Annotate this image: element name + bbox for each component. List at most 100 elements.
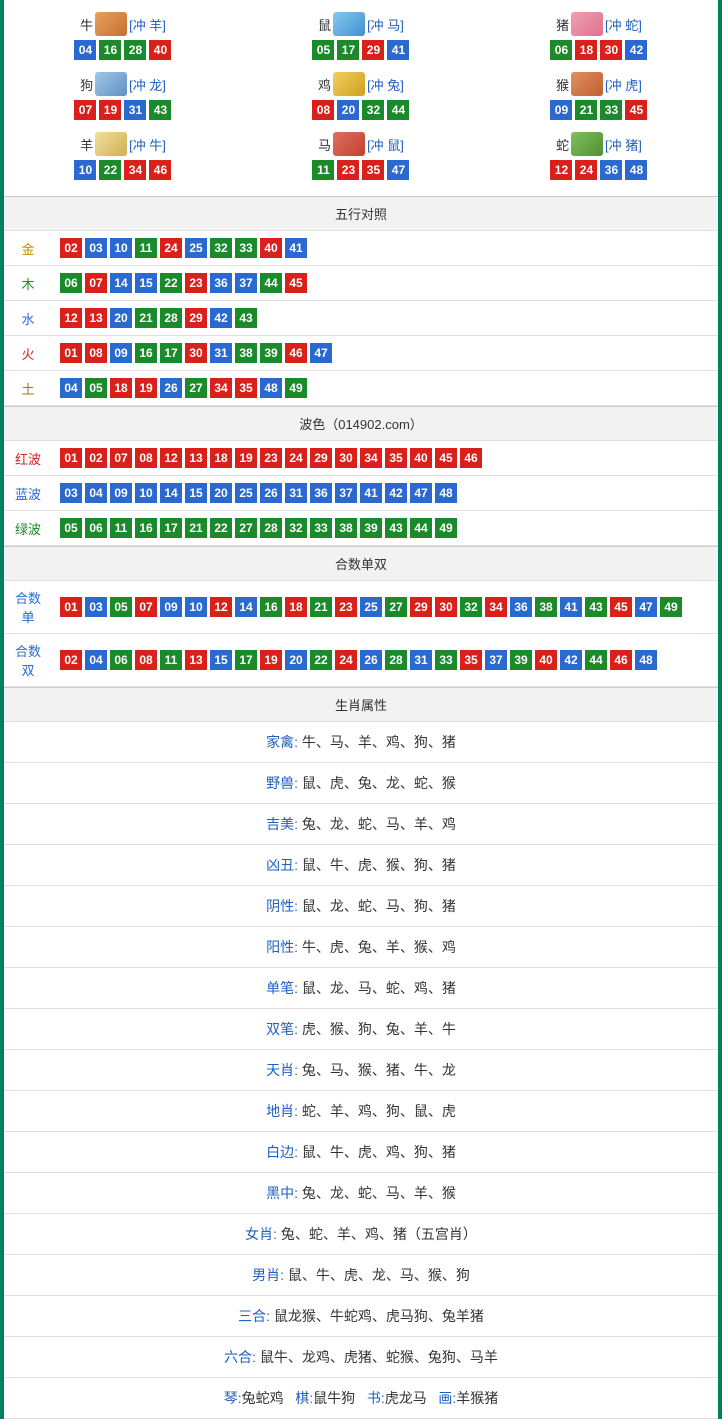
number-badge: 12 [160,448,182,468]
row-label: 红波 [4,441,52,476]
zodiac-animal-icon [95,72,127,96]
number-badge: 33 [310,518,332,538]
number-badge: 28 [160,308,182,328]
number-badge: 06 [550,40,572,60]
attr-label: 凶丑: [266,857,298,873]
number-badge: 25 [235,483,257,503]
row-label: 合数双 [4,634,52,687]
attr-label: 男肖: [252,1267,288,1283]
zodiac-name: 蛇 [556,135,569,154]
number-badge: 19 [260,650,282,670]
zodiac-conflict: [冲 羊] [129,15,166,34]
row-label: 合数单 [4,581,52,634]
zodiac-animal-icon [333,72,365,96]
number-badge: 19 [235,448,257,468]
zodiac-cell: 蛇[冲 猪]12243648 [480,128,718,188]
number-badge: 29 [185,308,207,328]
table-row: 火0108091617303138394647 [4,336,718,371]
number-badge: 19 [99,100,121,120]
table-row: 合数双0204060811131517192022242628313335373… [4,634,718,687]
zodiac-title: 牛[冲 羊] [4,12,242,36]
number-badge: 33 [435,650,457,670]
zodiac-name: 羊 [80,135,93,154]
zodiac-numbers: 04162840 [4,40,242,60]
piece-value: 羊猴猪 [456,1390,498,1406]
number-badge: 11 [110,518,132,538]
piece-label: 画: [438,1390,456,1406]
attr-label: 天肖: [266,1062,298,1078]
piece-value: 兔蛇鸡 [242,1390,284,1406]
zodiac-numbers: 12243648 [480,160,718,180]
number-badge: 22 [160,273,182,293]
zodiac-title: 狗[冲 龙] [4,72,242,96]
table-row: 红波0102070812131819232429303435404546 [4,441,718,476]
row-label: 绿波 [4,511,52,546]
attr-value: 虎、猴、狗、兔、羊、牛 [298,1021,456,1037]
attr-cell: 黑中: 兔、龙、蛇、马、羊、猴 [4,1173,718,1214]
number-badge: 03 [85,238,107,258]
number-badge: 32 [362,100,384,120]
number-badge: 09 [110,343,132,363]
number-badge: 08 [135,650,157,670]
piece-label: 棋: [295,1390,313,1406]
attr-row: 地肖: 蛇、羊、鸡、狗、鼠、虎 [4,1091,718,1132]
piece-label: 书: [367,1390,385,1406]
number-badge: 30 [335,448,357,468]
number-badge: 32 [285,518,307,538]
number-badge: 21 [185,518,207,538]
number-badge: 10 [74,160,96,180]
attr-label: 家禽: [266,734,298,750]
table-row: 合数单0103050709101214161821232527293032343… [4,581,718,634]
number-badge: 31 [285,483,307,503]
number-badge: 33 [600,100,622,120]
number-badge: 44 [410,518,432,538]
zodiac-conflict: [冲 鼠] [367,135,404,154]
number-badge: 07 [74,100,96,120]
number-badge: 15 [210,650,232,670]
number-badge: 01 [60,343,82,363]
number-badge: 40 [535,650,557,670]
number-badge: 26 [360,650,382,670]
number-badge: 47 [635,597,657,617]
number-badge: 47 [310,343,332,363]
attr-value: 蛇、羊、鸡、狗、鼠、虎 [298,1103,456,1119]
number-badge: 18 [110,378,132,398]
attr-row: 吉美: 兔、龙、蛇、马、羊、鸡 [4,804,718,845]
attr-row: 家禽: 牛、马、羊、鸡、狗、猪 [4,722,718,763]
number-badge: 42 [560,650,582,670]
number-badge: 01 [60,448,82,468]
zodiac-numbers: 11233547 [242,160,480,180]
number-badge: 10 [135,483,157,503]
number-badge: 43 [385,518,407,538]
number-badge: 44 [387,100,409,120]
number-badge: 43 [149,100,171,120]
row-numbers: 06071415222336374445 [52,266,718,301]
number-badge: 23 [335,597,357,617]
attr-row: 野兽: 鼠、虎、兔、龙、蛇、猴 [4,763,718,804]
zodiac-numbers: 08203244 [242,100,480,120]
zodiac-animal-icon [571,12,603,36]
row-numbers: 02031011242532334041 [52,231,718,266]
bose-table: 波色（014902.com）红波010207081213181923242930… [4,406,718,546]
table-row: 土04051819262734354849 [4,371,718,406]
number-badge: 24 [160,238,182,258]
number-badge: 09 [550,100,572,120]
attr-value: 鼠牛、龙鸡、虎猪、蛇猴、兔狗、马羊 [260,1349,498,1365]
row-label: 木 [4,266,52,301]
number-badge: 04 [60,378,82,398]
number-badge: 08 [85,343,107,363]
zodiac-name: 马 [318,135,331,154]
number-badge: 36 [210,273,232,293]
number-badge: 37 [235,273,257,293]
number-badge: 24 [575,160,597,180]
number-badge: 19 [135,378,157,398]
attr-value: 鼠龙猴、牛蛇鸡、虎马狗、兔羊猪 [274,1308,484,1324]
pieces-row: 琴:兔蛇鸡 棋:鼠牛狗 书:虎龙马 画:羊猴猪 [4,1378,718,1419]
number-badge: 15 [185,483,207,503]
number-badge: 42 [625,40,647,60]
section-title: 合数单双 [4,547,718,581]
number-badge: 37 [485,650,507,670]
row-numbers: 0103050709101214161821232527293032343638… [52,581,718,634]
attr-cell: 阳性: 牛、虎、兔、羊、猴、鸡 [4,927,718,968]
number-badge: 32 [460,597,482,617]
